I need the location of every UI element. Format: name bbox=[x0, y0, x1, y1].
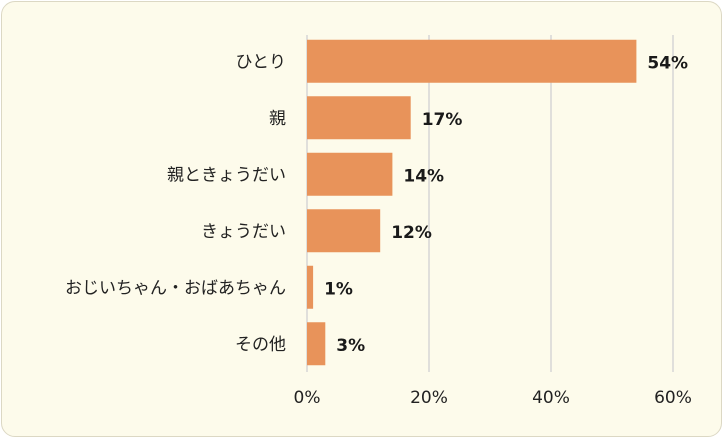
category-label: おじいちゃん・おばあちゃん bbox=[65, 278, 286, 298]
category-label: ひとり bbox=[236, 52, 287, 72]
bar bbox=[307, 209, 381, 253]
category-label: 親ときょうだい bbox=[167, 165, 286, 185]
data-label: 17% bbox=[422, 110, 463, 130]
bar bbox=[307, 322, 326, 366]
x-tick-label: 20% bbox=[410, 388, 448, 408]
bar bbox=[307, 152, 393, 196]
bar bbox=[307, 265, 314, 309]
bar bbox=[307, 39, 637, 83]
x-tick-label: 60% bbox=[654, 388, 692, 408]
bars bbox=[307, 39, 637, 366]
category-label: きょうだい bbox=[201, 222, 286, 242]
gridlines bbox=[306, 35, 674, 372]
x-axis-tick-labels: 0% 20% 40% 60% bbox=[294, 388, 692, 408]
bar bbox=[307, 96, 411, 140]
category-label: その他 bbox=[235, 335, 286, 355]
data-label: 1% bbox=[324, 279, 353, 299]
data-label: 54% bbox=[647, 53, 688, 73]
data-label: 14% bbox=[403, 166, 444, 186]
data-label: 3% bbox=[336, 336, 365, 356]
value-labels: 54% 17% 14% 12% 1% 3% bbox=[324, 53, 688, 356]
x-tick-label: 40% bbox=[532, 388, 570, 408]
x-tick-label: 0% bbox=[294, 388, 321, 408]
data-label: 12% bbox=[391, 223, 432, 243]
category-label: 親 bbox=[269, 109, 286, 129]
